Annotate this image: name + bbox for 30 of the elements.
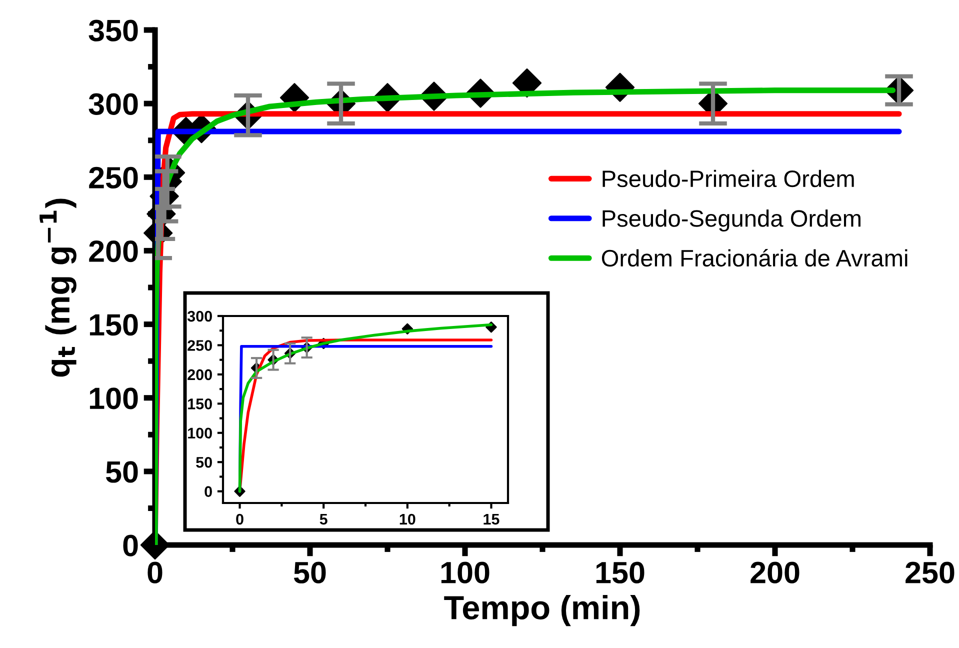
- x-tick-label: 50: [294, 562, 326, 584]
- x-tick-label: 15: [484, 514, 500, 525]
- y-tick-label: 300: [187, 310, 212, 322]
- y-tick-label: 0: [204, 486, 212, 497]
- y-tick-label: 0: [123, 534, 138, 556]
- y-tick-label: 250: [188, 340, 212, 351]
- legend-label: Pseudo-Segunda Ordem: [602, 210, 860, 232]
- y-tick-label: 150: [90, 314, 138, 336]
- x-tick-label: 150: [596, 562, 644, 584]
- x-tick-label: 10: [400, 514, 416, 525]
- y-axis-title: q$_{t}$ (mg g$^{−1}$): [40, 198, 76, 377]
- x-tick-label: 5: [320, 514, 328, 525]
- x-tick-label: 200: [750, 562, 800, 584]
- x-tick-label: 250: [906, 562, 954, 584]
- y-tick-label: 350: [88, 20, 138, 42]
- y-tick-label: 100: [188, 428, 212, 439]
- y-tick-label: 250: [89, 166, 138, 189]
- legend-label: Pseudo-Primeira Ordem: [602, 170, 854, 188]
- y-tick-label: 50: [106, 461, 138, 483]
- y-tick-label: 300: [88, 93, 138, 115]
- y-tick-label: 150: [188, 398, 212, 410]
- x-tick-label: 0: [236, 514, 244, 525]
- x-tick-label: 0: [148, 562, 162, 584]
- legend-label: Ordem Fracionária de Avrami: [602, 248, 908, 267]
- y-tick-label: 200: [89, 240, 138, 262]
- x-tick-label: 100: [441, 562, 490, 584]
- x-axis-title: Tempo (min): [444, 595, 640, 626]
- y-tick-label: 50: [196, 456, 212, 468]
- y-tick-label: 200: [188, 369, 212, 380]
- y-tick-label: 100: [90, 388, 138, 410]
